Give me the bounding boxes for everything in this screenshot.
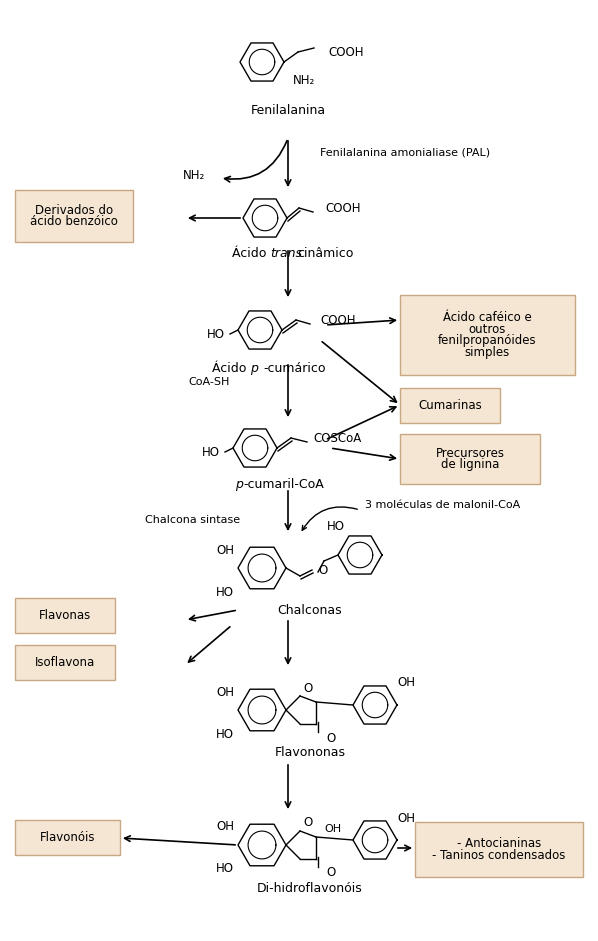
Text: -cumárico: -cumárico xyxy=(263,361,325,375)
Text: O: O xyxy=(318,564,327,577)
Text: COOH: COOH xyxy=(325,201,361,215)
Text: Fenilalanina: Fenilalanina xyxy=(251,104,325,117)
Text: HO: HO xyxy=(216,727,234,741)
Text: -cumaril-CoA: -cumaril-CoA xyxy=(243,477,324,490)
Text: NH₂: NH₂ xyxy=(183,168,205,182)
FancyBboxPatch shape xyxy=(15,190,133,242)
Text: COOH: COOH xyxy=(328,45,364,58)
Text: HO: HO xyxy=(202,445,220,458)
Text: simples: simples xyxy=(465,345,510,359)
Text: OH: OH xyxy=(324,824,341,834)
Text: O: O xyxy=(303,681,313,694)
Text: Derivados do: Derivados do xyxy=(35,204,113,216)
Text: Isoflavona: Isoflavona xyxy=(35,656,95,669)
Text: Ácido caféico e: Ácido caféico e xyxy=(443,311,532,325)
Text: OH: OH xyxy=(216,685,234,698)
FancyBboxPatch shape xyxy=(400,434,540,484)
Text: outros: outros xyxy=(469,323,506,336)
Text: trans: trans xyxy=(270,247,302,260)
Text: HO: HO xyxy=(207,327,225,341)
FancyBboxPatch shape xyxy=(15,598,115,633)
Text: Precursores: Precursores xyxy=(435,447,505,460)
Text: Fenilalanina amonialiase (PAL): Fenilalanina amonialiase (PAL) xyxy=(320,147,490,157)
FancyBboxPatch shape xyxy=(400,295,575,375)
Text: NH₂: NH₂ xyxy=(293,73,315,87)
FancyBboxPatch shape xyxy=(15,645,115,680)
Text: fenilpropanóides: fenilpropanóides xyxy=(438,334,537,347)
Text: OH: OH xyxy=(397,811,415,824)
Text: Flavonas: Flavonas xyxy=(39,609,91,622)
Text: HO: HO xyxy=(216,585,234,598)
Text: Flavonóis: Flavonóis xyxy=(39,831,95,844)
Text: - Antocianinas: - Antocianinas xyxy=(457,837,541,851)
Text: Flavononas: Flavononas xyxy=(274,745,346,758)
Text: HO: HO xyxy=(216,863,234,875)
Text: OH: OH xyxy=(216,544,234,556)
Text: O: O xyxy=(303,817,313,830)
Text: CoA-SH: CoA-SH xyxy=(188,377,230,387)
Text: - Taninos condensados: - Taninos condensados xyxy=(432,849,566,862)
Text: cinâmico: cinâmico xyxy=(297,247,353,260)
Text: ácido benzóico: ácido benzóico xyxy=(30,215,118,229)
Text: p: p xyxy=(235,477,243,490)
Text: Chalconas: Chalconas xyxy=(277,603,342,616)
Text: COSCoA: COSCoA xyxy=(313,432,361,444)
Text: Chalcona sintase: Chalcona sintase xyxy=(145,515,240,525)
Text: 3 moléculas de malonil-CoA: 3 moléculas de malonil-CoA xyxy=(365,500,520,510)
Text: p: p xyxy=(250,361,258,375)
Text: Ácido: Ácido xyxy=(212,361,250,375)
FancyBboxPatch shape xyxy=(15,820,120,855)
Text: de lignina: de lignina xyxy=(441,458,499,471)
Text: Ácido: Ácido xyxy=(231,247,270,260)
Text: OH: OH xyxy=(397,677,415,690)
Text: HO: HO xyxy=(327,520,345,534)
FancyBboxPatch shape xyxy=(400,388,500,423)
Text: OH: OH xyxy=(216,821,234,834)
Text: Di-hidroflavonóis: Di-hidroflavonóis xyxy=(257,882,363,895)
Text: O: O xyxy=(326,867,335,880)
Text: COOH: COOH xyxy=(320,313,355,327)
Text: Cumarinas: Cumarinas xyxy=(418,399,482,412)
FancyBboxPatch shape xyxy=(415,822,583,877)
Text: O: O xyxy=(326,731,335,744)
